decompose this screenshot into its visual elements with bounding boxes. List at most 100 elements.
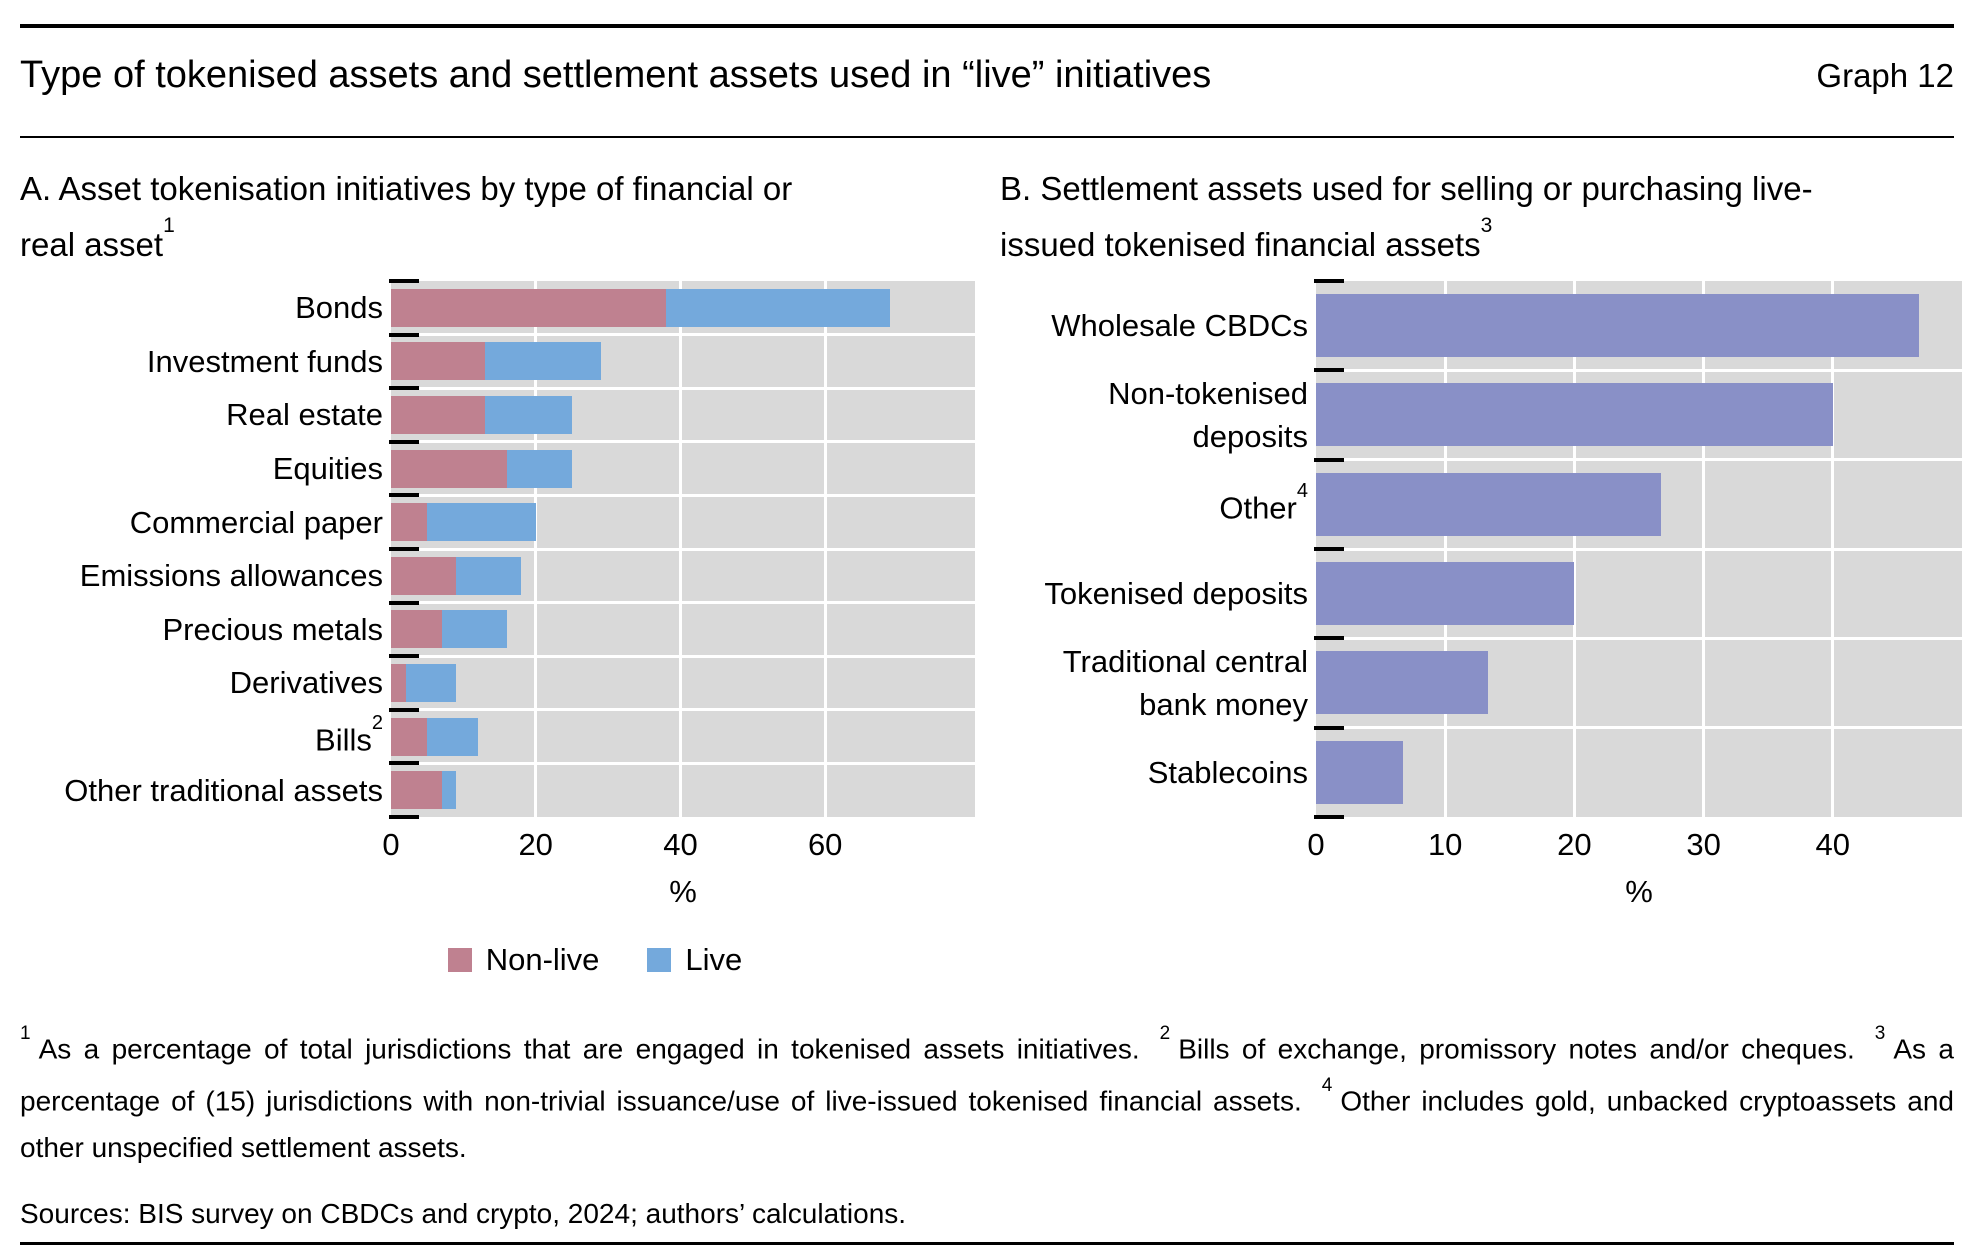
bar-segment-settlement xyxy=(1316,740,1403,804)
category-footnote-marker: 2 xyxy=(371,711,383,734)
bar-segment-non-live xyxy=(391,663,406,702)
row-separator xyxy=(391,654,975,658)
category-label: Tokenised deposits xyxy=(985,549,1308,638)
category-label-text: Non-tokenised deposits xyxy=(1108,375,1308,454)
bar-row xyxy=(1316,549,1962,638)
bar-row xyxy=(391,335,975,389)
x-tick-label: 0 xyxy=(1307,827,1325,862)
bar-segment-settlement xyxy=(1316,562,1575,626)
bar-segment-live xyxy=(485,395,572,434)
category-label-text: Bonds xyxy=(295,290,383,326)
category-label-text: Traditional central bank money xyxy=(1062,643,1308,722)
category-tick xyxy=(389,547,419,551)
bar-row xyxy=(391,603,975,657)
panel_b-plot-area xyxy=(1314,279,1962,819)
top-rule xyxy=(20,24,1954,28)
graph-number-label: Graph 12 xyxy=(1816,57,1954,94)
bar-segment-non-live xyxy=(391,449,507,488)
category-label: Bills2 xyxy=(10,710,383,764)
category-label-text: Tokenised deposits xyxy=(1044,576,1308,612)
x-tick-label: 10 xyxy=(1427,827,1463,862)
legend-item-non-live: Non-live xyxy=(447,942,599,978)
bar-row xyxy=(391,763,975,817)
footnotes-text: 1 As a percentage of total jurisdictions … xyxy=(20,1023,1954,1163)
category-tick xyxy=(389,654,419,659)
category-tick xyxy=(389,600,419,605)
category-label-text: Wholesale CBDCs xyxy=(1051,308,1308,344)
panel-b-heading: B. Settlement assets used for selling or… xyxy=(1000,164,1960,269)
category-label: Precious metals xyxy=(10,603,383,657)
bar-row xyxy=(1316,281,1962,370)
category-tick xyxy=(1314,725,1344,730)
category-tick xyxy=(1314,368,1344,373)
legend-item-live: Live xyxy=(647,942,742,978)
category-tick xyxy=(389,439,419,444)
category-label-text: Real estate xyxy=(226,397,383,433)
bar-row xyxy=(391,656,975,710)
non-live-swatch-icon xyxy=(447,948,472,972)
row-separator xyxy=(1316,547,1962,551)
row-separator xyxy=(1316,726,1962,730)
category-label: Bonds xyxy=(10,281,383,335)
legend: Non-live Live xyxy=(215,942,975,978)
category-tick xyxy=(1314,636,1344,641)
x-axis-unit-label: % xyxy=(1625,874,1653,909)
panel-b-heading-line1: B. Settlement assets used for selling or… xyxy=(1000,170,1813,207)
panel-a-heading-line2: real asset xyxy=(20,226,164,263)
category-label: Stablecoins xyxy=(985,728,1308,817)
bar-row xyxy=(391,495,975,549)
panel_a-plot-area xyxy=(389,279,975,819)
bar-segment-live xyxy=(441,610,507,649)
category-label: Traditional central bank money xyxy=(985,638,1308,727)
row-separator xyxy=(391,761,975,765)
bar-segment-non-live xyxy=(391,771,442,810)
row-separator xyxy=(1316,458,1962,462)
bar-row xyxy=(391,549,975,603)
bar-row xyxy=(391,388,975,442)
x-tick-label: 60 xyxy=(807,827,843,862)
category-label: Non-tokenised deposits xyxy=(985,370,1308,459)
category-label-text: Precious metals xyxy=(162,611,383,647)
bar-row xyxy=(1316,638,1962,727)
row-separator xyxy=(391,386,975,390)
bar-row xyxy=(391,442,975,496)
category-tick xyxy=(1314,815,1344,819)
row-separator xyxy=(1316,368,1962,372)
x-tick-label: 20 xyxy=(518,827,553,862)
footnote-marker: 2 xyxy=(1159,1023,1171,1044)
bottom-rule xyxy=(20,1242,1954,1245)
x-axis-unit-label: % xyxy=(669,874,697,909)
footnote-marker: 3 xyxy=(1874,1023,1886,1044)
category-tick xyxy=(389,279,419,283)
row-separator xyxy=(391,547,975,551)
category-tick xyxy=(1314,279,1344,283)
bar-segment-live xyxy=(666,288,891,327)
category-tick xyxy=(389,386,419,391)
bar-row xyxy=(391,710,975,764)
panel-a-heading-footnote-marker: 1 xyxy=(163,214,175,237)
panel-b-heading-footnote-marker: 3 xyxy=(1480,214,1493,237)
figure-header: Type of tokenised assets and settlement … xyxy=(20,52,1954,98)
panel-a-heading: A. Asset tokenisation initiatives by typ… xyxy=(20,164,980,269)
bar-segment-settlement xyxy=(1316,294,1920,358)
bar-segment-non-live xyxy=(391,395,486,434)
bar-segment-live xyxy=(456,556,522,595)
footnotes: 1 As a percentage of total jurisdictions … xyxy=(20,1020,1954,1171)
category-label: Commercial paper xyxy=(10,495,383,549)
bar-segment-live xyxy=(506,449,572,488)
category-label-text: Emissions allowances xyxy=(79,558,383,594)
row-separator xyxy=(391,333,975,337)
bar-segment-non-live xyxy=(391,610,442,649)
bar-segment-non-live xyxy=(391,503,428,542)
bar-segment-settlement xyxy=(1316,383,1833,447)
category-label: Other traditional assets xyxy=(10,763,383,817)
panel-a-heading-line1: A. Asset tokenisation initiatives by typ… xyxy=(20,170,793,207)
category-label: Equities xyxy=(10,442,383,496)
row-separator xyxy=(391,601,975,605)
panel-b-heading-line2: issued tokenised financial assets xyxy=(1000,226,1481,263)
category-label: Wholesale CBDCs xyxy=(985,281,1308,370)
category-label-text: Commercial paper xyxy=(129,504,383,540)
live-swatch-icon xyxy=(647,948,672,972)
category-label: Real estate xyxy=(10,388,383,442)
